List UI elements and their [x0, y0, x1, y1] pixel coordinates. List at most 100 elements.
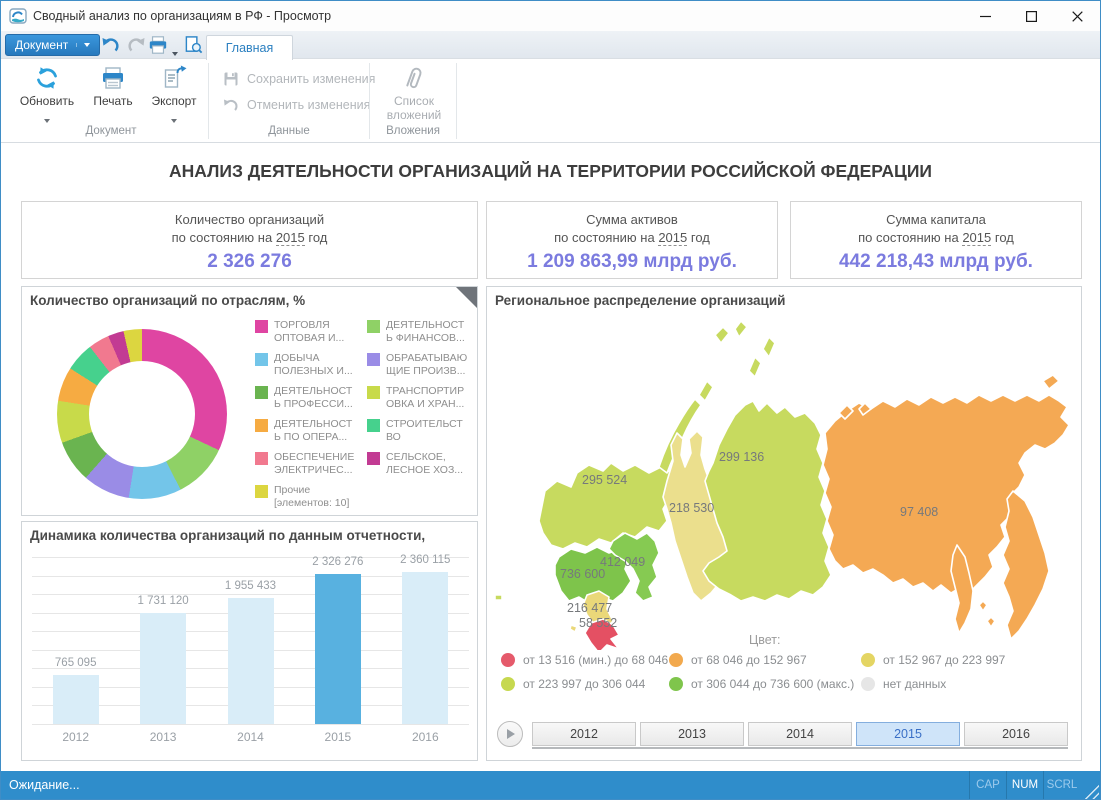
map-legend-item: от 306 044 до 736 600 (макс.)	[669, 677, 861, 691]
bar-value-label: 2 360 115	[400, 554, 451, 566]
window-controls	[962, 1, 1100, 31]
bar-axis-label: 2014	[237, 730, 264, 744]
kpi-year-link[interactable]: 2015	[275, 230, 305, 246]
window-title: Сводный анализ по организациям в РФ - Пр…	[33, 9, 332, 23]
bar-value-label: 1 731 120	[137, 595, 189, 607]
kpi-value: 2 326 276	[207, 251, 292, 272]
redo-icon[interactable]	[125, 35, 147, 55]
map-region-siberia[interactable]	[748, 336, 776, 378]
map-region-north-caucasus[interactable]	[584, 618, 620, 650]
legend-label: ТОРГОВЛЯ ОПТОВАЯ И...	[274, 319, 345, 344]
legend-label: ДОБЫЧА ПОЛЕЗНЫХ И...	[274, 352, 353, 377]
kpi-subtitle: по состоянию на 2015 год	[171, 230, 328, 246]
bar-2013[interactable]	[140, 613, 187, 724]
print-icon[interactable]	[147, 35, 169, 55]
document-menu-button[interactable]: Документ	[5, 34, 101, 56]
year-tab-2013[interactable]: 2013	[640, 722, 744, 746]
discard-changes-button[interactable]: Отменить изменения	[223, 97, 370, 113]
kpi-title: Сумма активов	[586, 212, 678, 227]
legend-label: ОБРАБАТЫВАЮ ЩИЕ ПРОИЗВ...	[386, 352, 468, 377]
ribbon-separator	[456, 63, 457, 139]
export-button[interactable]: Экспорт	[147, 63, 201, 128]
undo-small-icon	[223, 97, 241, 113]
map-value-label-siberia: 299 136	[719, 450, 764, 464]
map-value-label-northwest: 295 524	[582, 473, 627, 487]
legend-swatch	[367, 452, 380, 465]
map-color-scale-label: Цвет:	[749, 633, 781, 647]
year-tab-2016[interactable]: 2016	[964, 722, 1068, 746]
bar-2012[interactable]	[52, 675, 99, 724]
map-region-volga[interactable]	[608, 532, 660, 602]
bar-plot-area: 765 095 1 731 120 1 955 433 2 326 276 2 360 …	[32, 552, 469, 725]
panel-corner-fold-icon[interactable]	[456, 287, 477, 308]
print-preview-icon[interactable]	[183, 35, 205, 55]
save-changes-button[interactable]: Сохранить изменения	[223, 71, 375, 87]
legend-label: ТРАНСПОРТИР ОВКА И ХРАН...	[386, 385, 465, 410]
kpi-subtitle: по состоянию на 2015 год	[858, 230, 1014, 246]
kpi-year-link[interactable]: 2015	[658, 230, 688, 246]
legend-label: ДЕЯТЕЛЬНОСТ Ь ПРОФЕССИ...	[274, 385, 353, 410]
timeline-play-button[interactable]	[497, 721, 523, 747]
map-legend-item: нет данных	[861, 677, 1073, 691]
year-tab-2015[interactable]: 2015	[856, 722, 960, 746]
bar-panel-title: Динамика количества организаций по данны…	[30, 528, 426, 543]
bar-2014[interactable]	[227, 598, 274, 724]
donut-legend-item: ДЕЯТЕЛЬНОСТ Ь ПРОФЕССИ...	[255, 385, 365, 410]
titlebar: Сводный анализ по организациям в РФ - Пр…	[1, 1, 1100, 31]
map-value-label-far-east: 97 408	[900, 505, 938, 519]
indicator-num: NUM	[1006, 771, 1043, 799]
map-legend-item: от 13 516 (мин.) до 68 046	[501, 653, 669, 667]
refresh-button[interactable]: Обновить	[18, 63, 76, 128]
donut-legend-item: ДОБЫЧА ПОЛЕЗНЫХ И...	[255, 352, 365, 377]
legend-range-label: нет данных	[883, 677, 947, 691]
donut-legend-item: ТОРГОВЛЯ ОПТОВАЯ И...	[255, 319, 365, 344]
close-button[interactable]	[1054, 1, 1100, 31]
tab-glavnaya[interactable]: Главная	[206, 35, 293, 60]
ribbon-group-attachments: Вложения	[386, 125, 440, 137]
print-options-caret[interactable]	[172, 43, 178, 61]
map-region-far-east[interactable]	[950, 544, 974, 634]
legend-color-dot	[861, 653, 875, 667]
status-text: Ожидание...	[9, 778, 80, 792]
ribbon-separator	[369, 63, 370, 139]
donut-legend-item: ОБРАБАТЫВАЮ ЩИЕ ПРОИЗВ...	[367, 352, 477, 377]
refresh-label: Обновить	[19, 94, 75, 108]
map-region-far-east[interactable]	[1002, 490, 1050, 640]
bar-value-label: 765 095	[54, 657, 97, 669]
year-tab-2012[interactable]: 2012	[532, 722, 636, 746]
map-region-siberia[interactable]	[702, 400, 832, 602]
undo-icon[interactable]	[100, 35, 122, 55]
paperclip-icon	[400, 63, 428, 93]
print-button[interactable]: Печать	[87, 63, 139, 108]
year-tab-2014[interactable]: 2014	[748, 722, 852, 746]
maximize-button[interactable]	[1008, 1, 1054, 31]
legend-swatch	[255, 485, 268, 498]
legend-color-dot	[669, 677, 683, 691]
map-region-northwest[interactable]	[698, 380, 714, 402]
map-region-south[interactable]	[569, 624, 578, 633]
map-value-label-volga: 412 049	[600, 555, 645, 569]
bar-2015[interactable]	[314, 574, 361, 724]
legend-range-label: от 152 967 до 223 997	[883, 653, 1006, 667]
legend-swatch	[367, 419, 380, 432]
donut-legend-item: СЕЛЬСКОЕ, ЛЕСНОЕ ХОЗ...	[367, 451, 477, 476]
bar-2016[interactable]	[402, 572, 449, 724]
kpi-card-org-count: Количество организаций по состоянию на 2…	[21, 201, 478, 279]
kpi-card-capital: Сумма капитала по состоянию на 2015 год …	[790, 201, 1082, 279]
map-region-central[interactable]	[554, 546, 632, 604]
legend-color-dot	[501, 653, 515, 667]
map-region-far-east[interactable]	[838, 374, 1060, 628]
export-icon	[161, 63, 187, 93]
attachments-list-button[interactable]: Список вложений	[383, 63, 445, 122]
kpi-year-link[interactable]: 2015	[962, 230, 992, 246]
ribbon-separator	[208, 63, 209, 139]
map-region-northwest[interactable]	[714, 320, 748, 344]
minimize-button[interactable]	[962, 1, 1008, 31]
map-region-northwest[interactable]	[494, 594, 503, 601]
chevron-down-icon	[171, 110, 177, 128]
legend-label: СЕЛЬСКОЕ, ЛЕСНОЕ ХОЗ...	[386, 451, 464, 476]
resize-grip[interactable]	[1084, 784, 1099, 799]
maximize-icon	[1025, 10, 1037, 22]
kpi-card-assets: Сумма активов по состоянию на 2015 год 1…	[486, 201, 778, 279]
